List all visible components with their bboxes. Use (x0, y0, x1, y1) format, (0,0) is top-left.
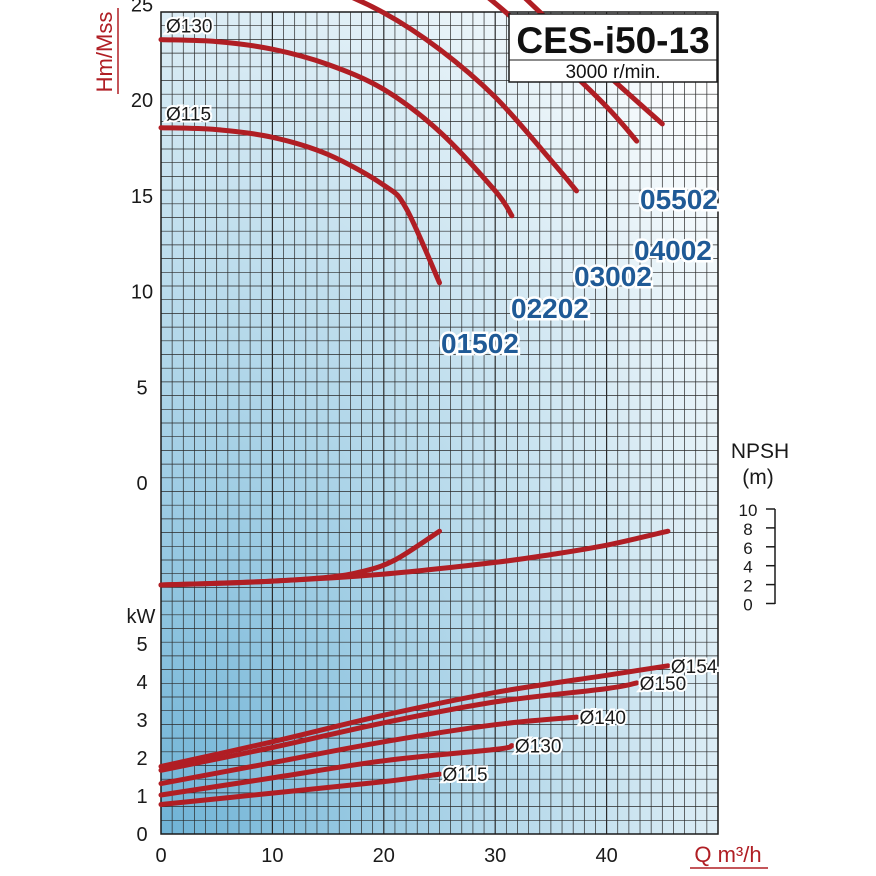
power-curve-label: Ø154 (671, 657, 718, 678)
npsh-tick-label: 0 (743, 596, 752, 615)
head-y-axis: 05101520253035 (131, 0, 153, 495)
power-curve-label: Ø140 (580, 708, 626, 729)
head-curve-Ø115 (158, 125, 442, 286)
head-axis-title: Hm/Mss (92, 8, 119, 94)
chart-subtitle: 3000 r/min. (565, 62, 660, 83)
power-curve-label: Ø115 (443, 765, 488, 786)
head-tick-label: 0 (136, 473, 147, 495)
head-tick-label: 10 (131, 282, 153, 304)
power-tick-label: 2 (136, 748, 147, 770)
title-box: CES-i50-13 3000 r/min. (508, 13, 718, 83)
npsh-tick-label: 4 (743, 558, 752, 577)
power-curve-Ø140 (158, 714, 579, 787)
ylabel: Hm/Mss (92, 12, 117, 93)
chart-title: CES-i50-13 (516, 20, 709, 61)
power-curve-label: Ø150 (640, 674, 686, 695)
power-curve-Ø130 (158, 743, 515, 798)
head-tick-label: 5 (136, 377, 147, 399)
power-curves (158, 663, 671, 807)
npsh-curve (158, 528, 671, 588)
head-curve-Ø130 (158, 37, 515, 219)
model-label: 02202 (511, 293, 589, 324)
x-axis-title: Q m³/h (690, 842, 768, 869)
power-curve-Ø150 (158, 680, 640, 773)
x-tick-label: 30 (484, 845, 506, 867)
npsh-tick-label: 8 (743, 520, 752, 539)
x-tick-label: 20 (373, 845, 395, 867)
plot-frame (160, 11, 719, 835)
power-tick-label: 1 (136, 786, 147, 808)
x-axis: 0 10 20 30 40 (155, 845, 617, 867)
curve-labels: Ø154 05502 Ø150 04002 Ø140 03002 Ø130 02202 Ø115… (164, 15, 720, 788)
npsh-curves (158, 528, 671, 588)
power-tick-label: 3 (136, 710, 147, 732)
power-tick-label: 5 (136, 634, 147, 656)
power-y-axis: 0 1 2 3 4 5 (136, 634, 147, 846)
npsh-tick-label: 6 (743, 539, 752, 558)
head-curve-label: Ø130 (166, 17, 212, 38)
head-tick-label: 15 (131, 186, 153, 208)
xlabel: Q m³/h (694, 842, 761, 867)
npsh-axis-title-line1: NPSH (731, 440, 789, 463)
model-label: 04002 (634, 235, 712, 266)
x-tick-label: 0 (155, 845, 166, 867)
power-curve-Ø154 (158, 663, 671, 769)
model-label: 05502 (640, 184, 718, 215)
title-box-frame (508, 13, 718, 83)
power-tick-label: 0 (136, 824, 147, 846)
power-curve-label: Ø130 (515, 737, 561, 758)
npsh-axis-title-line2: (m) (742, 466, 773, 489)
power-tick-label: 4 (136, 672, 147, 694)
power-curve-Ø115 (158, 771, 442, 807)
head-curve-Ø140 (351, 0, 579, 194)
npsh-tick-label: 2 (743, 577, 752, 596)
x-tick-label: 40 (595, 845, 617, 867)
x-tick-label: 10 (261, 845, 283, 867)
model-label: 03002 (574, 261, 652, 292)
npsh-tick-label: 10 (739, 501, 758, 520)
head-tick-label: 25 (131, 0, 153, 16)
head-tick-label: 20 (131, 90, 153, 112)
head-curve-label: Ø115 (166, 105, 211, 126)
model-label: 01502 (441, 328, 519, 359)
power-axis-title: kW (127, 606, 156, 628)
